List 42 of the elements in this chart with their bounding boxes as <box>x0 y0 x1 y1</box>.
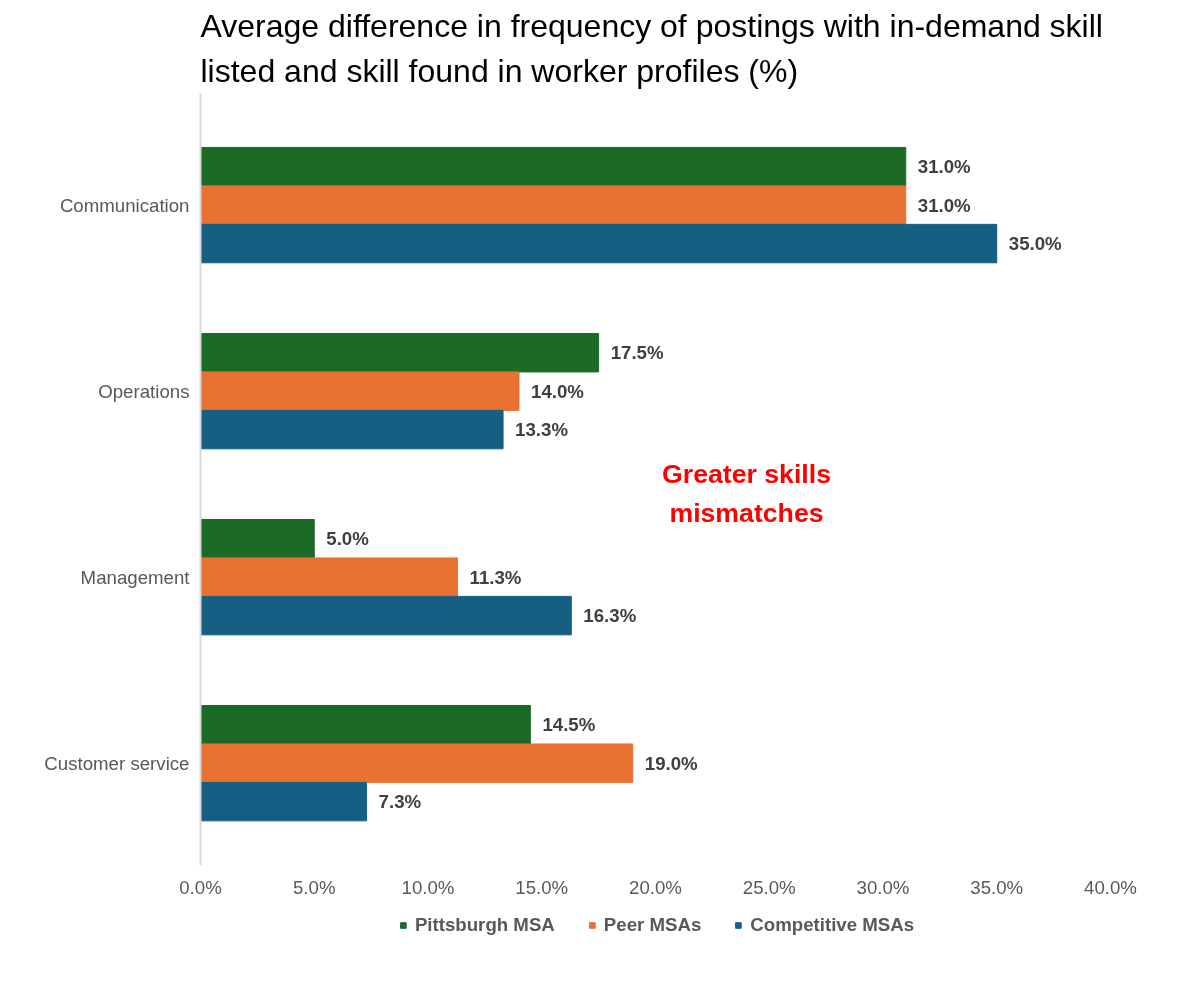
bar <box>200 705 531 745</box>
y-tick-label: Operations <box>98 380 190 402</box>
bar <box>200 332 600 373</box>
data-label: 19.0% <box>644 752 699 774</box>
y-tick-label: Customer service <box>44 752 190 774</box>
x-tick-label: 5.0% <box>292 876 336 898</box>
data-label: 13.3% <box>515 419 569 441</box>
bar <box>200 557 459 597</box>
x-tick-label: 30.0% <box>856 876 910 898</box>
legend-label: Pittsburgh MSA <box>414 914 555 936</box>
x-tick-label: 25.0% <box>742 876 796 898</box>
chart-title: Average difference in frequency of postings with in-demand skill listed and skill found in worker profiles (%) <box>200 7 1103 89</box>
legend-label: Competitive MSAs <box>750 914 915 936</box>
x-tick-label: 0.0% <box>179 876 222 898</box>
data-label: 35.0% <box>1008 233 1063 255</box>
x-tick-label: 20.0% <box>629 876 682 898</box>
data-label: 5.0% <box>326 528 370 550</box>
bar <box>200 223 998 264</box>
x-tick-label: 15.0% <box>515 876 569 898</box>
bar <box>200 371 520 411</box>
bar <box>200 781 368 822</box>
y-tick-label: Management <box>80 566 191 588</box>
x-tick-label: 40.0% <box>1084 876 1137 898</box>
x-tick-label: 35.0% <box>970 876 1024 898</box>
x-tick-label: 10.0% <box>401 876 455 898</box>
bar <box>200 595 572 636</box>
data-label: 11.3% <box>469 566 522 588</box>
data-label: 14.0% <box>531 380 585 402</box>
bar <box>200 743 634 783</box>
data-label: 14.5% <box>542 714 596 736</box>
bar <box>200 146 907 187</box>
data-label: 17.5% <box>610 342 664 364</box>
data-label: 31.0% <box>917 194 972 216</box>
data-label: 31.0% <box>917 156 972 178</box>
data-label: 7.3% <box>378 791 422 813</box>
bar <box>200 409 504 450</box>
y-tick-label: Communication <box>59 194 190 216</box>
annotation: Greater skills mismatches <box>662 458 831 528</box>
legend-label: Peer MSAs <box>603 914 702 936</box>
bar <box>200 185 907 225</box>
bar <box>200 519 315 559</box>
data-label: 16.3% <box>583 605 637 627</box>
